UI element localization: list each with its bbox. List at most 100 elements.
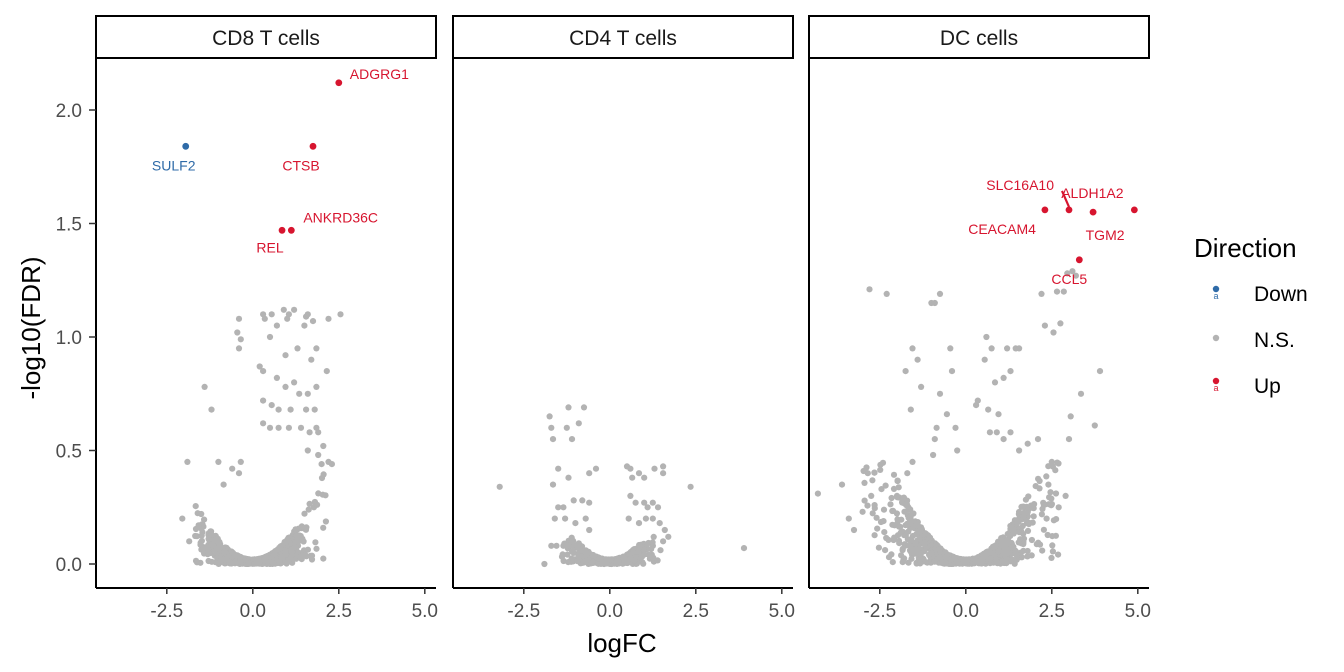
point-ns — [861, 497, 868, 504]
point-ns — [313, 545, 320, 552]
point-ns — [943, 411, 951, 418]
point-ns — [309, 318, 317, 325]
point-ns — [1060, 288, 1067, 295]
point-ns — [256, 363, 263, 370]
x-tick-label: 5.0 — [412, 601, 438, 622]
point-ns — [1057, 320, 1064, 327]
point-ns — [909, 458, 916, 465]
point-ns — [625, 515, 632, 522]
point-ns — [282, 547, 289, 554]
point-ns — [895, 484, 902, 491]
point-ns — [1065, 436, 1073, 443]
point-ns — [221, 548, 228, 556]
point-ns — [1035, 539, 1042, 546]
point-ns — [575, 420, 582, 427]
point-ns — [907, 537, 914, 545]
point-ns — [268, 311, 275, 318]
point-ns — [574, 542, 581, 549]
point-ns — [947, 345, 954, 352]
point-ns — [266, 333, 274, 341]
point-up — [1065, 206, 1073, 214]
point-ns — [635, 548, 642, 556]
point-ns — [936, 390, 944, 397]
point-ns — [1036, 477, 1043, 485]
point-ns — [235, 345, 243, 352]
point-ns — [1016, 345, 1023, 352]
point-ns — [549, 436, 557, 443]
point-ns — [864, 502, 871, 509]
point-ns — [1062, 492, 1069, 499]
gene-label: CCL5 — [1051, 271, 1087, 287]
point-ns — [186, 538, 193, 545]
point-ns — [814, 490, 822, 497]
point-ns — [994, 560, 1001, 567]
point-ns — [245, 560, 252, 567]
point-ns — [179, 515, 186, 522]
point-ns — [558, 553, 566, 560]
point-ns — [999, 537, 1006, 544]
x-axis-title: logFC — [587, 628, 656, 658]
point-ns — [204, 543, 211, 550]
point-ns — [656, 520, 663, 527]
point-ns — [650, 533, 657, 541]
point-ns — [285, 311, 292, 318]
point-ns — [568, 538, 576, 545]
point-ns — [1015, 539, 1022, 546]
point-ns — [314, 501, 321, 508]
point-ns — [234, 329, 241, 336]
gene-label: ALDH1A2 — [1061, 185, 1123, 201]
point-ns — [993, 429, 1000, 436]
point-ns — [952, 424, 959, 431]
point-ns — [1004, 345, 1011, 352]
point-ns — [933, 424, 940, 431]
point-ns — [930, 451, 937, 459]
gene-label: CEACAM4 — [968, 221, 1036, 237]
y-tick-label: 1.5 — [56, 215, 82, 236]
point-ns — [496, 483, 503, 490]
point-ns — [563, 424, 570, 431]
legend: Direction a Down N.S. a Up — [1194, 233, 1308, 398]
point-ns — [1049, 548, 1056, 555]
point-ns — [221, 556, 228, 563]
x-tick-label: 2.5 — [683, 601, 709, 622]
point-ns — [299, 535, 306, 542]
point-ns — [1024, 547, 1031, 555]
point-ns — [627, 465, 634, 472]
point-ns — [641, 499, 648, 506]
point-ns — [560, 504, 567, 511]
point-ns — [877, 466, 884, 473]
point-ns — [1034, 436, 1042, 443]
y-axis: 0.0 0.5 1.0 1.5 2.0 — [56, 101, 96, 576]
point-ns — [311, 406, 318, 413]
point-ns — [1007, 368, 1014, 375]
facet-title: CD4 T cells — [569, 27, 677, 50]
gene-label: ADGRG1 — [350, 66, 409, 82]
point-ns — [549, 481, 557, 488]
point-ns — [230, 550, 237, 557]
point-ns — [1003, 545, 1010, 552]
point-ns — [1055, 504, 1062, 511]
point-ns — [891, 534, 898, 541]
point-ns — [908, 549, 915, 556]
point-ns — [1052, 490, 1060, 497]
point-ns — [636, 542, 644, 550]
point-ns — [1077, 390, 1085, 397]
point-ns — [1052, 532, 1059, 539]
point-ns — [890, 485, 898, 492]
gene-label: SULF2 — [152, 157, 196, 173]
point-ns — [323, 368, 330, 375]
label-leader-line — [1060, 190, 1071, 208]
point-ns — [882, 547, 889, 554]
gene-label: REL — [256, 239, 283, 255]
point-ns — [328, 461, 335, 468]
point-ns — [913, 522, 920, 529]
point-ns — [1049, 542, 1056, 549]
point-ns — [322, 518, 329, 525]
point-ns — [208, 406, 215, 413]
point-ns — [570, 497, 577, 504]
point-ns — [1050, 517, 1057, 524]
point-ns — [660, 538, 667, 545]
point-ns — [261, 315, 268, 322]
point-ns — [985, 406, 992, 413]
point-ns — [1038, 290, 1045, 297]
